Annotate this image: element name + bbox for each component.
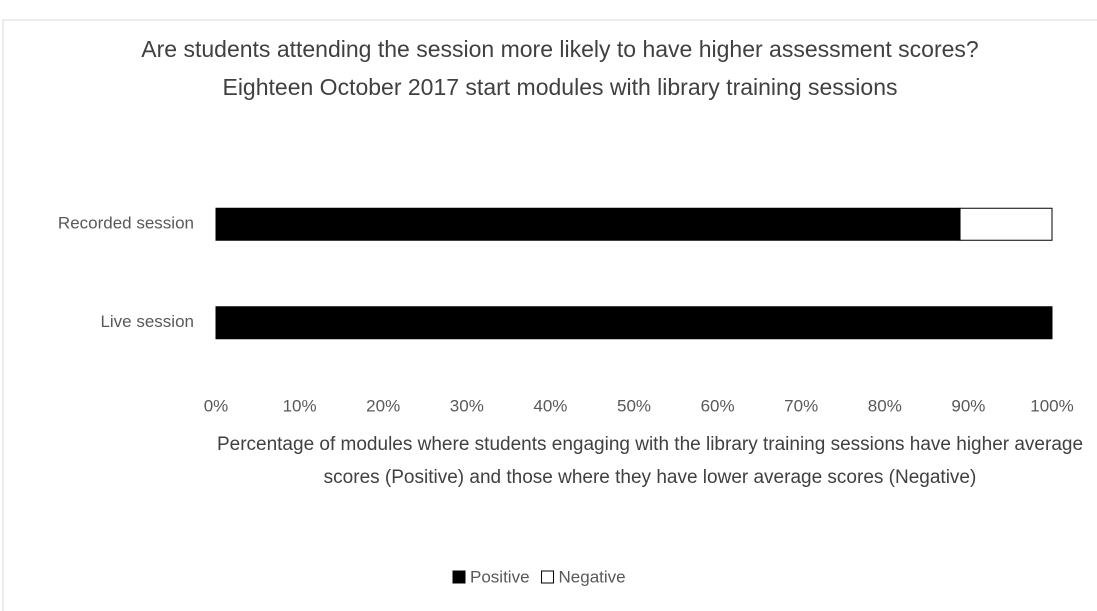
x-tick-label: 70% [784,396,818,415]
x-axis-label: Percentage of modules where students eng… [216,434,1084,488]
legend-swatch [541,570,555,584]
x-tick-label: 90% [951,396,985,415]
bar-segment [215,207,961,241]
chart-title: Are students attending the session more … [141,36,979,100]
bar-segment [215,306,1053,340]
bar-segment [959,207,1053,241]
x-tick-label: 10% [283,396,317,415]
x-tick-label: 80% [868,396,902,415]
x-tick-label: 0% [204,396,229,415]
x-tick-label: 100% [1030,396,1073,415]
legend-swatch [452,570,466,584]
x-tick-label: 40% [533,396,567,415]
y-tick-label: Recorded session [58,214,194,233]
x-tick-label: 60% [701,396,735,415]
legend-label: Positive [470,567,530,586]
x-tick-label: 30% [450,396,484,415]
chart-border [2,19,1097,611]
x-tick-label: 20% [366,396,400,415]
legend-label: Negative [559,567,626,586]
y-tick-label: Live session [100,312,194,331]
x-tick-label: 50% [617,396,651,415]
